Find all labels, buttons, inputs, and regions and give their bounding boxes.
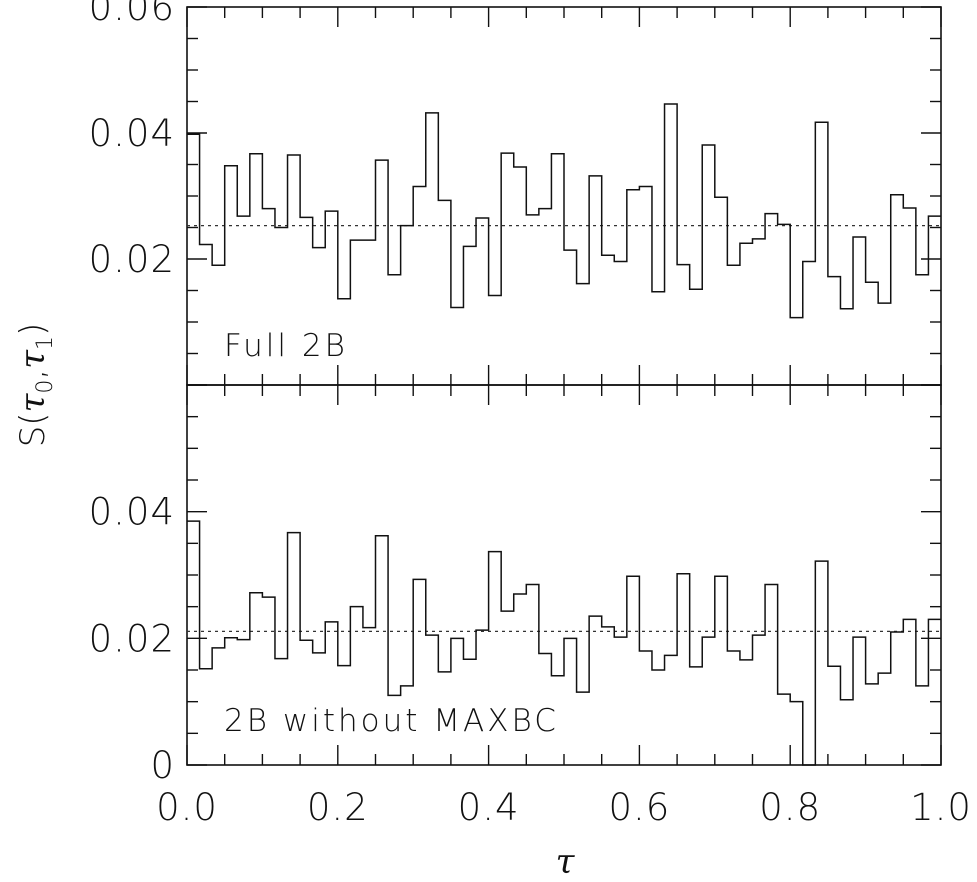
y-label-prefix: S( [13, 412, 53, 447]
x-tick-label: 0.8 [759, 786, 821, 829]
x-tick-label: 0.2 [307, 786, 369, 829]
histogram-line-1 [187, 103, 941, 319]
x-tick-label: 0.4 [458, 786, 520, 829]
y-label-sub1: 1 [33, 336, 58, 350]
y-tick-label: 0.02 [89, 238, 175, 281]
x-tick-label: 1.0 [910, 786, 972, 829]
y-tick-label: 0 [150, 744, 175, 787]
y-tick-label: 0.04 [89, 491, 175, 534]
panel-label-bottom: 2B without MAXBC [224, 703, 559, 739]
y-label-sub0: 0 [33, 380, 58, 394]
panel-label-top: Full 2B [224, 328, 348, 364]
x-tick-label: 0.6 [608, 786, 670, 829]
y-label-tau0: τ [13, 392, 53, 412]
y-axis-label: S(τ0,τ1) [13, 323, 58, 448]
x-tick-label: 0.0 [156, 786, 218, 829]
tick-labels: 0.02 0.04 0.06 0 0.02 0.04 0.0 0.2 0.4 0.6 0.8 1.0 [89, 0, 972, 829]
axis-ticks [186, 6, 942, 766]
x-axis-label: τ [556, 842, 576, 882]
histogram-line-2 [187, 520, 941, 766]
y-tick-label: 0.06 [89, 0, 175, 29]
y-label-tau1: τ [13, 349, 53, 369]
y-label-sep: , [13, 369, 53, 380]
y-tick-label: 0.02 [89, 617, 175, 660]
y-label-suffix: ) [13, 323, 53, 336]
y-tick-label: 0.04 [89, 112, 175, 155]
histogram-series [187, 103, 941, 766]
